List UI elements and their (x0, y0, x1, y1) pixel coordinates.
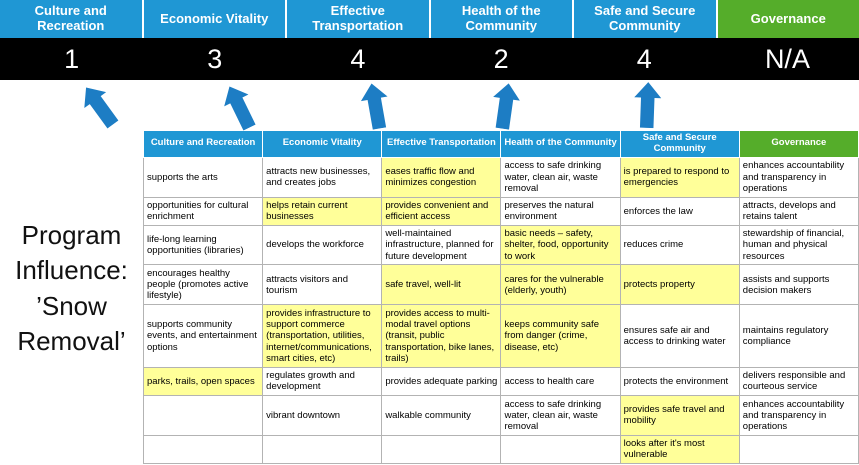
pillar-culture-and-recreation: Culture and Recreation (0, 0, 142, 38)
table-cell: provides convenient and efficient access (381, 196, 502, 226)
program-title: Program Influence: ’Snow Removal’ (15, 220, 128, 356)
matrix-column-header: Health of the Community (500, 130, 621, 158)
table-cell: access to safe drinking water, clean air… (500, 395, 621, 436)
table-cell: access to health care (500, 366, 621, 397)
table-cell (500, 434, 621, 465)
matrix-body: supports the arts attracts new businesses… (142, 156, 859, 465)
table-cell: encourages healthy people (promotes acti… (142, 264, 264, 306)
score-safe-and-secure-community: 4 (636, 43, 652, 74)
table-row: encourages healthy people (promotes acti… (142, 264, 859, 306)
table-cell: access to safe drinking water, clean air… (500, 156, 621, 198)
score-effective-transportation: 4 (350, 43, 366, 74)
table-cell: provides adequate parking (381, 366, 502, 397)
influence-matrix: Culture and Recreation Economic Vitality E… (142, 130, 859, 465)
table-cell: enhances accountability and transparency… (738, 156, 859, 198)
table-cell: maintains regulatory compliance (738, 304, 859, 368)
table-row: vibrant downtown walkable community access… (142, 395, 859, 436)
pillar-governance: Governance (717, 0, 859, 38)
up-arrow-icon (217, 80, 261, 133)
table-cell: provides infrastructure to support comme… (262, 304, 383, 368)
table-cell: keeps community safe from danger (crime,… (500, 304, 621, 368)
matrix-column-header: Governance (738, 130, 859, 158)
table-cell: reduces crime (619, 224, 740, 266)
matrix-column-header: Culture and Recreation (142, 130, 264, 158)
up-arrow-icon (358, 81, 393, 131)
table-row: supports the arts attracts new businesses… (142, 156, 859, 198)
table-cell: delivers responsible and courteous servi… (738, 366, 859, 397)
pillar-safe-and-secure-community: Safe and Secure Community (574, 0, 716, 38)
table-cell (381, 434, 502, 465)
table-row: life-long learning opportunities (librar… (142, 224, 859, 266)
table-cell: safe travel, well-lit (381, 264, 502, 306)
table-cell: life-long learning opportunities (librar… (142, 224, 264, 266)
table-cell: looks after it's most vulnerable (619, 434, 740, 465)
table-cell: regulates growth and development (262, 366, 383, 397)
table-cell: vibrant downtown (262, 395, 383, 436)
table-cell: well-maintained infrastructure, planned … (381, 224, 502, 266)
table-cell: opportunities for cultural enrichment (142, 196, 264, 226)
matrix-column-header: Safe and Secure Community (619, 130, 740, 158)
table-cell: attracts, develops and retains talent (738, 196, 859, 226)
table-cell: protects the environment (619, 366, 740, 397)
arrows-area (0, 79, 859, 133)
score-culture-and-recreation: 1 (64, 43, 80, 74)
table-cell: assists and supports decision makers (738, 264, 859, 306)
matrix-column-header: Effective Transportation (381, 130, 502, 158)
pillar-header-row: Culture and Recreation Economic Vitality… (0, 0, 859, 38)
score-governance: N/A (764, 43, 810, 74)
table-row: supports community events, and entertain… (142, 304, 859, 368)
table-cell: parks, trails, open spaces (142, 366, 264, 397)
table-cell: preserves the natural environment (500, 196, 621, 226)
table-row: opportunities for cultural enrichment hel… (142, 196, 859, 226)
table-cell: attracts new businesses, and creates job… (262, 156, 383, 198)
table-cell: helps retain current businesses (262, 196, 383, 226)
up-arrow-icon (633, 82, 662, 129)
table-cell: enhances accountability and transparency… (738, 395, 859, 436)
table-cell: ensures safe air and access to drinking … (619, 304, 740, 368)
table-cell: eases traffic flow and minimizes congest… (381, 156, 502, 198)
table-cell: attracts visitors and tourism (262, 264, 383, 306)
pillar-health-of-the-community: Health of the Community (430, 0, 572, 38)
matrix-header-row: Culture and Recreation Economic Vitality E… (142, 130, 859, 158)
table-cell: supports community events, and entertain… (142, 304, 264, 368)
score-health-of-the-community: 2 (493, 43, 509, 74)
table-cell: provides access to multi-modal travel op… (381, 304, 502, 368)
table-cell: walkable community (381, 395, 502, 436)
table-cell: stewardship of financial, human and phys… (738, 224, 859, 266)
table-cell: provides safe travel and mobility (619, 395, 740, 436)
table-cell: is prepared to respond to emergencies (619, 156, 740, 198)
table-row: parks, trails, open spaces regulates grow… (142, 366, 859, 397)
table-cell (738, 434, 859, 465)
table-cell (142, 434, 264, 465)
main-area: Program Influence: ’Snow Removal’ Cultur… (0, 130, 859, 465)
pillar-economic-vitality: Economic Vitality (143, 0, 285, 38)
table-row: looks after it's most vulnerable (142, 434, 859, 465)
table-cell: develops the workforce (262, 224, 383, 266)
table-cell: supports the arts (142, 156, 264, 198)
score-strip: 1 3 4 2 4 N/A (0, 38, 859, 80)
up-arrow-icon (75, 79, 124, 132)
table-cell (262, 434, 383, 465)
matrix-column-header: Economic Vitality (262, 130, 383, 158)
influence-matrix-wrap: Culture and Recreation Economic Vitality E… (142, 130, 859, 465)
table-cell: cares for the vulnerable (elderly, youth… (500, 264, 621, 306)
up-arrow-icon (489, 81, 522, 130)
table-cell (142, 395, 264, 436)
table-cell: protects property (619, 264, 740, 306)
pillar-effective-transportation: Effective Transportation (287, 0, 429, 38)
table-cell: basic needs – safety, shelter, food, opp… (500, 224, 621, 266)
score-economic-vitality: 3 (207, 43, 223, 74)
table-cell: enforces the law (619, 196, 740, 226)
